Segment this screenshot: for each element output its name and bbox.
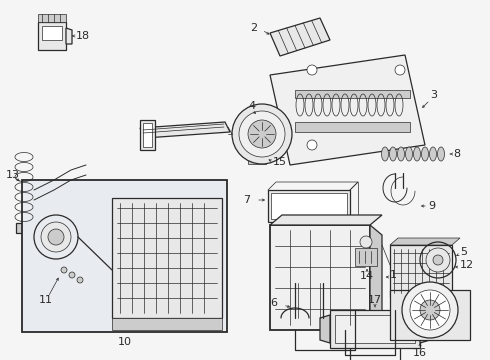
Circle shape: [41, 222, 71, 252]
Bar: [38, 22, 66, 50]
Bar: [330, 310, 420, 348]
Circle shape: [307, 140, 317, 150]
Polygon shape: [66, 28, 72, 44]
Circle shape: [402, 282, 458, 338]
Text: 13: 13: [6, 170, 20, 180]
Bar: [268, 190, 350, 222]
Ellipse shape: [430, 147, 437, 161]
Polygon shape: [390, 238, 460, 245]
Polygon shape: [140, 120, 155, 150]
Bar: [42, 26, 62, 40]
Bar: [271, 193, 347, 219]
Ellipse shape: [406, 147, 413, 161]
Ellipse shape: [421, 147, 428, 161]
Circle shape: [360, 236, 372, 248]
Text: 17: 17: [368, 295, 382, 305]
Bar: [295, 90, 410, 98]
Text: 11: 11: [39, 295, 53, 305]
Text: 15: 15: [273, 157, 287, 167]
Circle shape: [433, 255, 443, 265]
Bar: [248, 148, 266, 164]
Circle shape: [69, 272, 75, 278]
Bar: [112, 198, 222, 318]
Text: 10: 10: [118, 337, 131, 347]
Ellipse shape: [382, 147, 389, 161]
Ellipse shape: [397, 147, 405, 161]
Circle shape: [410, 290, 450, 330]
Polygon shape: [140, 122, 230, 138]
Text: 18: 18: [76, 31, 90, 41]
Circle shape: [48, 229, 64, 245]
Text: 16: 16: [413, 348, 427, 358]
Bar: [270, 225, 370, 330]
Circle shape: [426, 248, 450, 272]
Bar: [112, 318, 222, 330]
Text: 8: 8: [453, 149, 460, 159]
Text: 1: 1: [390, 270, 397, 280]
Bar: [143, 123, 152, 147]
Text: 6: 6: [270, 298, 277, 308]
Text: 9: 9: [428, 201, 435, 211]
Text: 2: 2: [250, 23, 257, 33]
Bar: [335, 315, 415, 343]
Circle shape: [61, 267, 67, 273]
Polygon shape: [270, 18, 330, 56]
Ellipse shape: [414, 147, 420, 161]
Circle shape: [239, 111, 285, 157]
Bar: [390, 290, 470, 340]
Polygon shape: [370, 225, 382, 340]
Circle shape: [395, 65, 405, 75]
Polygon shape: [270, 55, 425, 165]
Circle shape: [77, 277, 83, 283]
Circle shape: [248, 120, 276, 148]
Polygon shape: [320, 315, 330, 343]
Text: 4: 4: [248, 101, 256, 111]
Ellipse shape: [438, 147, 444, 161]
Bar: [295, 122, 410, 132]
Polygon shape: [16, 223, 34, 233]
Text: 5: 5: [460, 247, 467, 257]
Text: 14: 14: [360, 271, 374, 281]
Circle shape: [420, 300, 440, 320]
Bar: [22, 180, 227, 332]
Bar: [390, 245, 452, 297]
Ellipse shape: [390, 147, 396, 161]
Polygon shape: [270, 215, 382, 225]
Bar: [251, 151, 263, 161]
Circle shape: [232, 104, 292, 164]
Bar: [355, 248, 377, 266]
Bar: [38, 14, 66, 22]
Text: 7: 7: [243, 195, 250, 205]
Circle shape: [307, 65, 317, 75]
Text: 12: 12: [460, 260, 474, 270]
Polygon shape: [420, 315, 430, 343]
Text: 3: 3: [430, 90, 437, 100]
